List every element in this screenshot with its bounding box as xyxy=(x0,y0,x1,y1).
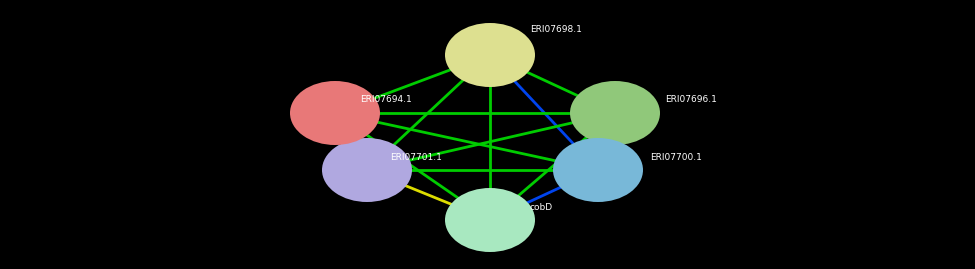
Ellipse shape xyxy=(553,138,643,202)
Ellipse shape xyxy=(322,138,412,202)
Ellipse shape xyxy=(445,23,535,87)
Text: cobD: cobD xyxy=(530,204,553,213)
Ellipse shape xyxy=(445,188,535,252)
Text: ERI07696.1: ERI07696.1 xyxy=(665,95,717,104)
Text: ERI07694.1: ERI07694.1 xyxy=(360,95,411,104)
Ellipse shape xyxy=(570,81,660,145)
Text: ERI07700.1: ERI07700.1 xyxy=(650,154,702,162)
Ellipse shape xyxy=(290,81,380,145)
Text: ERI07701.1: ERI07701.1 xyxy=(390,154,442,162)
Text: ERI07698.1: ERI07698.1 xyxy=(530,26,582,34)
